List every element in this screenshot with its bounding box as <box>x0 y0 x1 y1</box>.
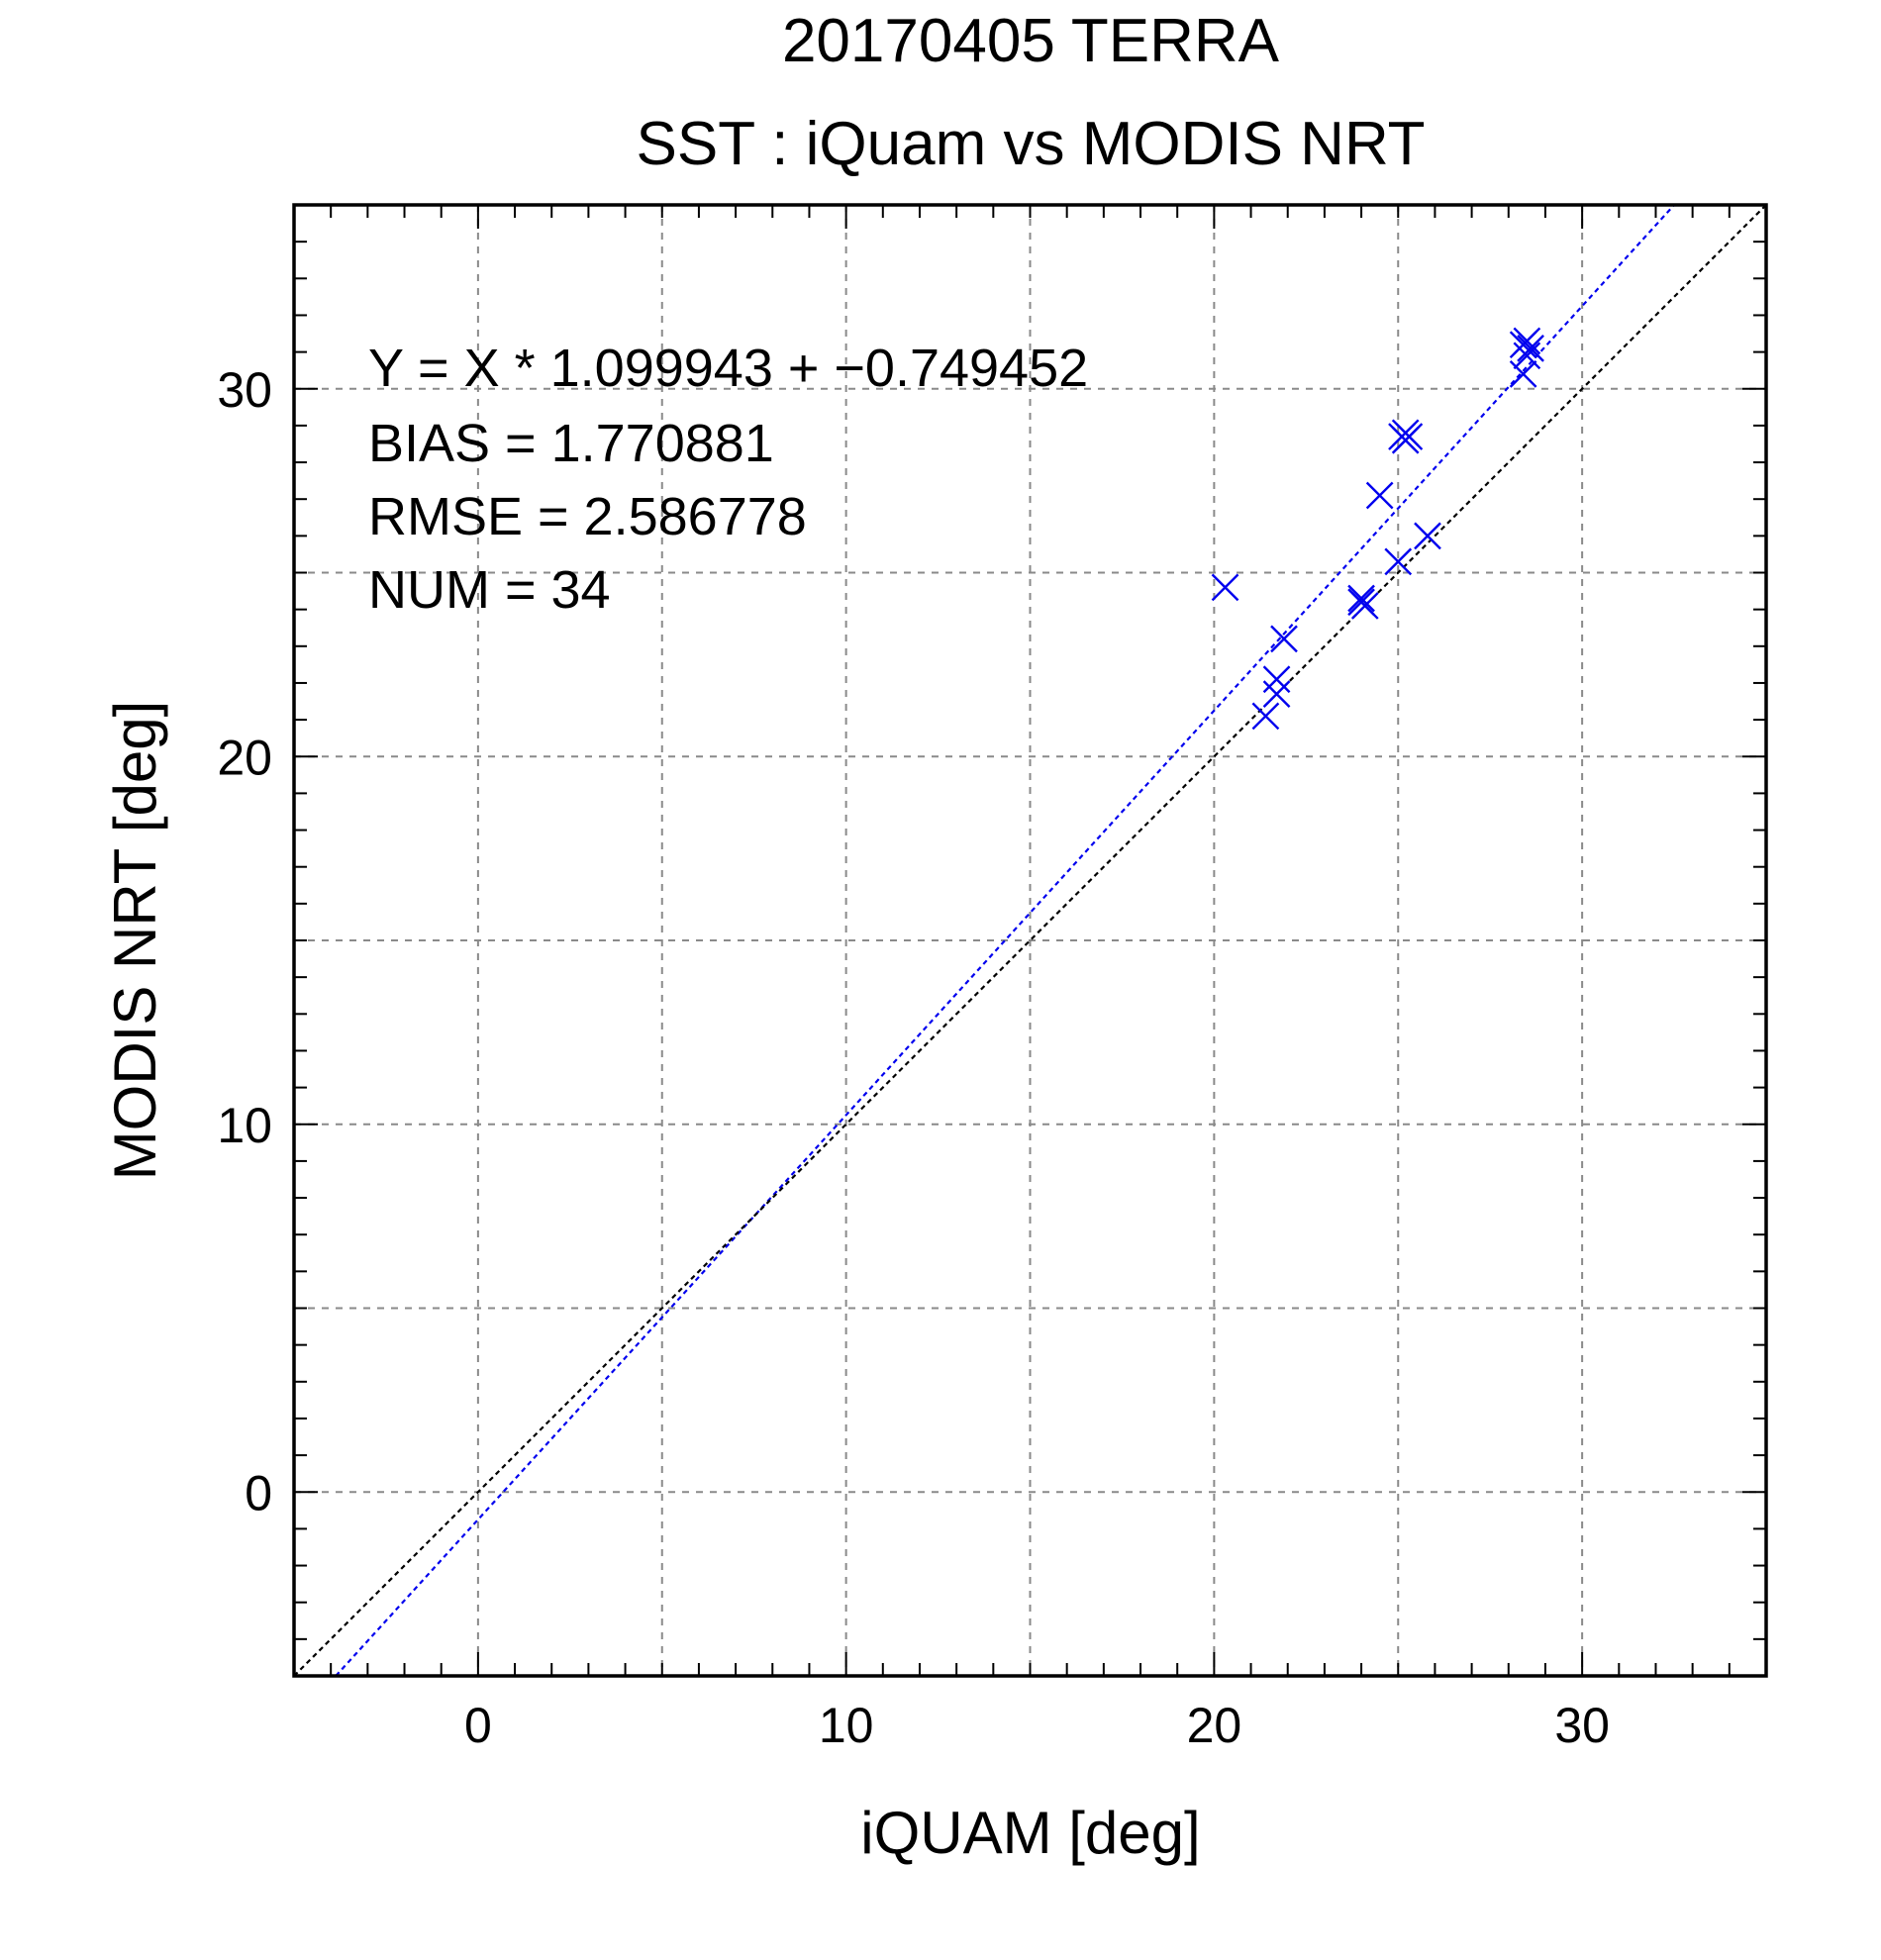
rmse-value: RMSE = 2.586778 <box>368 487 807 546</box>
data-point <box>1350 592 1379 620</box>
x-axis-label: iQUAM [deg] <box>860 1800 1200 1866</box>
y-tick-labels: 0 10 20 30 <box>217 362 272 1521</box>
y-tick-label: 10 <box>217 1098 272 1153</box>
data-point <box>1513 342 1541 370</box>
data-point <box>1509 331 1537 359</box>
plot-frame <box>292 203 1768 1678</box>
regression-equation: Y = X * 1.099943 + −0.749452 <box>368 339 1088 398</box>
x-tick-label: 30 <box>1554 1698 1610 1753</box>
data-point <box>1517 335 1544 362</box>
data-points <box>1211 327 1544 731</box>
data-point <box>1365 481 1394 510</box>
num-value: NUM = 34 <box>368 560 611 620</box>
data-point <box>1262 680 1291 708</box>
chart-subtitle: SST : iQuam vs MODIS NRT <box>637 110 1426 178</box>
data-point <box>1391 426 1420 454</box>
y-tick-label: 30 <box>217 362 272 418</box>
y-tick-label: 0 <box>245 1465 272 1520</box>
data-point <box>1384 547 1413 576</box>
data-point <box>1251 702 1280 731</box>
x-tick-label: 0 <box>464 1698 492 1753</box>
data-point <box>1211 573 1239 602</box>
data-point <box>1509 360 1537 388</box>
y-tick-label: 20 <box>217 730 272 785</box>
x-tick-labels: 0 10 20 30 <box>464 1698 1610 1753</box>
statistics-annotation: Y = X * 1.099943 + −0.749452 BIAS = 1.77… <box>368 339 1088 620</box>
data-point <box>1347 584 1375 613</box>
data-point <box>1414 522 1441 550</box>
y-axis-label: MODIS NRT [deg] <box>102 701 168 1181</box>
regression-line <box>335 204 1675 1677</box>
reference-lines <box>293 204 1767 1677</box>
axis-ticks <box>294 205 1766 1676</box>
data-point <box>1270 625 1298 653</box>
grid <box>294 205 1766 1676</box>
chart-title: 20170405 TERRA <box>782 7 1280 75</box>
x-tick-label: 10 <box>819 1698 874 1753</box>
bias-value: BIAS = 1.770881 <box>368 414 774 473</box>
x-tick-label: 20 <box>1187 1698 1242 1753</box>
data-point <box>1262 665 1291 694</box>
